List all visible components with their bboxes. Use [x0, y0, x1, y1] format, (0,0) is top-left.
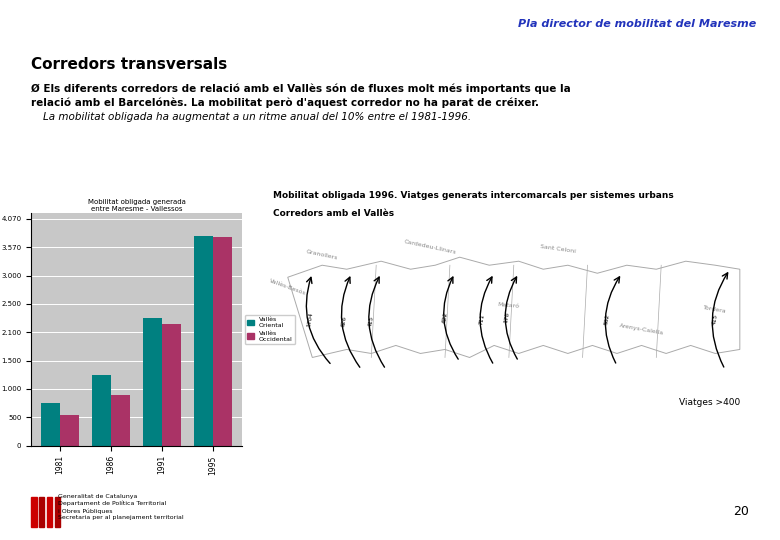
- Text: La mobilitat obligada ha augmentat a un ritme anual del 10% entre el 1981-1996.: La mobilitat obligada ha augmentat a un …: [43, 112, 471, 122]
- Text: relació amb el Barcelónès. La mobilitat però d'aquest corredor no ha parat de cr: relació amb el Barcelónès. La mobilitat …: [31, 97, 539, 107]
- Bar: [143, 318, 162, 446]
- Text: 711: 711: [478, 314, 485, 325]
- Text: Cardedeu-Llinars: Cardedeu-Llinars: [403, 239, 457, 255]
- Text: 178: 178: [503, 312, 510, 323]
- Bar: [193, 236, 213, 446]
- Text: 562: 562: [604, 313, 611, 325]
- Text: 626: 626: [341, 315, 348, 327]
- Text: Viatges >400: Viatges >400: [679, 397, 739, 407]
- Text: Corredors transversals: Corredors transversals: [31, 57, 228, 72]
- Bar: [111, 395, 130, 446]
- Text: Vallès-Besòs: Vallès-Besòs: [268, 278, 307, 296]
- Title: Mobilitat obligada generada
entre Maresme - Vallessos: Mobilitat obligada generada entre Maresm…: [87, 199, 186, 212]
- Text: Mataró: Mataró: [498, 302, 520, 309]
- Text: 622: 622: [441, 312, 448, 323]
- Text: Arenys-Calella: Arenys-Calella: [619, 323, 665, 336]
- Text: Corredors amb el Vallès: Corredors amb el Vallès: [273, 209, 394, 218]
- Text: Granollers: Granollers: [306, 249, 339, 261]
- Text: Mobilitat obligada 1996. Viatges generats intercomarcals per sistemes urbans: Mobilitat obligada 1996. Viatges generat…: [273, 191, 674, 200]
- Text: Pla director de mobilitat del Maresme: Pla director de mobilitat del Maresme: [519, 19, 757, 29]
- Bar: [92, 375, 111, 446]
- Bar: [60, 415, 80, 445]
- Legend: Vallès
Oriental, Vallès
Occidental: Vallès Oriental, Vallès Occidental: [245, 314, 295, 345]
- Bar: [41, 403, 60, 445]
- Text: Tordera: Tordera: [704, 305, 727, 314]
- Text: Generalitat de Catalunya
Departament de Política Territorial
i Obres Públiques
S: Generalitat de Catalunya Departament de …: [58, 494, 184, 521]
- Text: 1704: 1704: [306, 312, 314, 327]
- Text: Sant Celoni: Sant Celoni: [540, 244, 576, 254]
- Text: Ø Els diferents corredors de relació amb el Vallès són de fluxes molt més import: Ø Els diferents corredors de relació amb…: [31, 84, 571, 94]
- Text: 20: 20: [733, 505, 749, 518]
- Bar: [213, 237, 232, 446]
- Bar: [162, 324, 181, 446]
- Text: 415: 415: [368, 315, 374, 327]
- Text: 415: 415: [712, 313, 718, 325]
